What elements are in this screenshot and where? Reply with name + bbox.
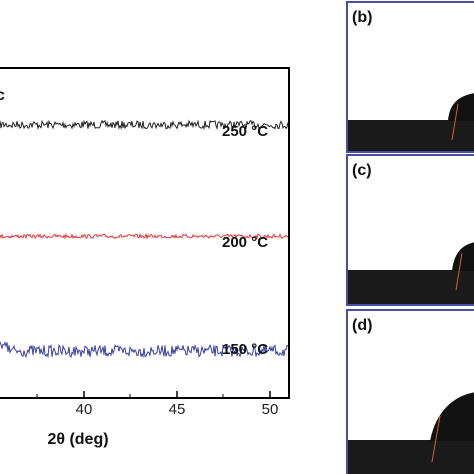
x-tick-label-45: 45 bbox=[169, 401, 186, 418]
panel-b: (b) bbox=[346, 1, 474, 153]
series-label-250: 250 °C bbox=[222, 123, 268, 140]
x-tick-label-50: 50 bbox=[262, 401, 279, 418]
panel-d-label: (d) bbox=[352, 317, 372, 334]
series-label-150: 150 °C bbox=[222, 341, 268, 358]
panel-c-droplet bbox=[452, 242, 474, 271]
series-line-0 bbox=[0, 119, 289, 131]
panel-b-tangent bbox=[451, 103, 459, 141]
series-labels: 250 °C 200 °C 150 °C bbox=[222, 123, 268, 358]
series-group bbox=[0, 119, 289, 359]
series-line-1 bbox=[0, 232, 289, 240]
contact-angle-panels: (b) (c) (d) bbox=[346, 1, 474, 474]
panel-c-tangent bbox=[455, 252, 463, 291]
xrd-chart: c 250 °C 200 °C 150 °C 40 45 50 2θ (deg) bbox=[0, 67, 290, 448]
panel-b-substrate bbox=[348, 120, 474, 151]
x-tick-label-40: 40 bbox=[76, 401, 93, 418]
panel-c-label: (c) bbox=[352, 162, 372, 179]
partial-panel-label: c bbox=[0, 87, 5, 104]
series-label-200: 200 °C bbox=[222, 234, 268, 251]
panel-d-substrate bbox=[348, 440, 474, 474]
panel-d-droplet bbox=[430, 392, 474, 441]
panel-c-substrate bbox=[348, 270, 474, 304]
x-axis-ticks bbox=[36, 391, 271, 398]
plot-frame bbox=[0, 67, 290, 399]
panel-b-droplet bbox=[448, 93, 474, 121]
panel-b-label: (b) bbox=[352, 9, 372, 26]
x-axis-title: 2θ (deg) bbox=[47, 431, 108, 448]
panel-d-tangent bbox=[431, 415, 441, 463]
series-line-2 bbox=[0, 341, 289, 359]
panel-c: (c) bbox=[346, 154, 474, 306]
panel-d: (d) bbox=[346, 309, 474, 474]
